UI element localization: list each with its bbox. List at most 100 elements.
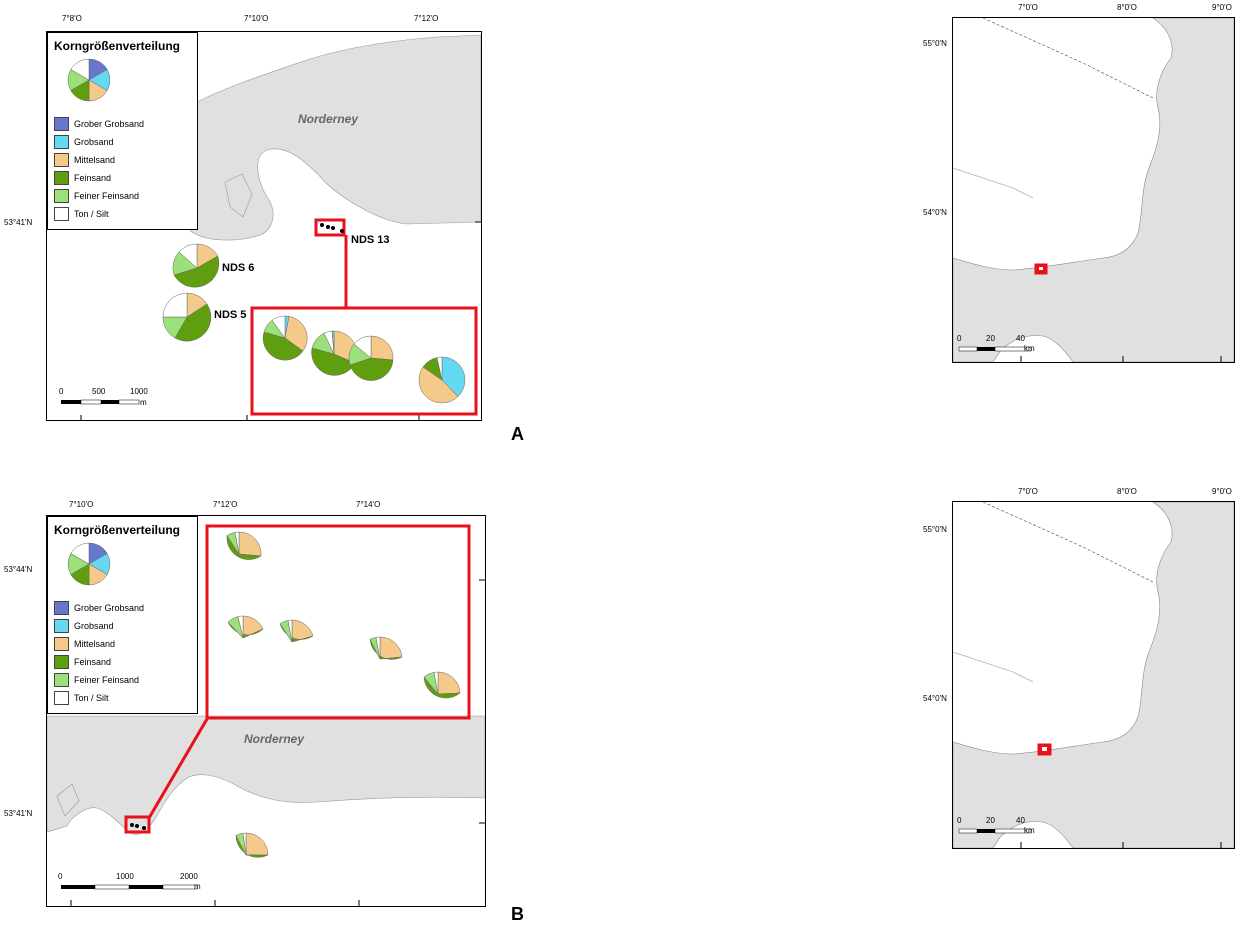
map-a-svg — [61, 34, 481, 420]
pie-zoom-b1 — [226, 531, 262, 560]
legend-item: Feinsand — [54, 655, 111, 669]
scale-label: 0 — [957, 334, 962, 343]
scale-label: 0 — [59, 387, 64, 396]
legend-b: Korngrößenverteilung Grober Grobsand Gro… — [47, 516, 198, 714]
island-label: Norderney — [298, 112, 359, 126]
legend-label: Feinsand — [74, 173, 112, 183]
pie-zoom-4 — [418, 356, 466, 404]
legend-item: Ton / Silt — [54, 207, 109, 221]
legend-swatch — [54, 619, 69, 633]
legend-item: Grobsand — [54, 619, 114, 633]
legend-title: Korngrößenverteilung — [54, 39, 181, 53]
legend-pie-icon — [67, 542, 111, 586]
legend-item: Feinsand — [54, 171, 111, 185]
pie-zoom-1 — [262, 315, 308, 361]
legend-label: Grober Grobsand — [74, 603, 145, 613]
top-tick: 7°8'O — [62, 14, 82, 23]
left-tick: 53°41'N — [4, 218, 33, 227]
top-tick: 8°0'O — [1117, 3, 1137, 12]
legend-label: Ton / Silt — [74, 693, 109, 703]
legend-item: Grober Grobsand — [54, 117, 144, 131]
overview-svg-2 — [953, 502, 1234, 848]
left-tick: 53°44'N — [4, 565, 33, 574]
legend-swatch — [54, 601, 69, 615]
top-tick: 8°0'O — [1117, 487, 1137, 496]
legend-label: Mittelsand — [74, 639, 116, 649]
scale-unit: m — [140, 398, 147, 407]
island-islet — [224, 173, 253, 218]
legend-swatch — [54, 655, 69, 669]
top-tick: 9°0'O — [1212, 487, 1232, 496]
top-tick: 7°0'O — [1018, 487, 1038, 496]
scale-unit: km — [1024, 344, 1035, 353]
left-tick: 54°0'N — [923, 208, 947, 217]
legend-title: Korngrößenverteilung — [54, 523, 181, 537]
top-tick: 7°12'O — [213, 500, 238, 509]
pie-zoom-b5 — [423, 671, 461, 699]
scale-label: 0 — [957, 816, 962, 825]
legend-item: Feiner Feinsand — [54, 673, 139, 687]
scale-label: 40 — [1016, 334, 1025, 343]
top-tick: 7°10'O — [244, 14, 269, 23]
legend-swatch — [54, 135, 69, 149]
legend-swatch — [54, 117, 69, 131]
scale-label: 0 — [58, 872, 63, 881]
top-tick: 7°14'O — [356, 500, 381, 509]
station-label-nds5: NDS 5 — [214, 309, 247, 321]
map-b-svg — [47, 524, 485, 906]
scale-label: 40 — [1016, 816, 1025, 825]
legend-swatch — [54, 171, 69, 185]
pie-nds6 — [172, 243, 220, 288]
overview-frame-2 — [952, 501, 1235, 849]
nds13-highlight-box — [314, 218, 346, 237]
legend-swatch — [54, 637, 69, 651]
top-tick: 7°0'O — [1018, 3, 1038, 12]
zoom-box-a — [250, 306, 478, 416]
legend-item: Ton / Silt — [54, 691, 109, 705]
scale-label: 1000 — [130, 387, 148, 396]
left-tick: 55°0'N — [923, 525, 947, 534]
legend-label: Ton / Silt — [74, 209, 109, 219]
legend-label: Grober Grobsand — [74, 119, 145, 129]
map-frame-a — [46, 31, 482, 421]
legend-label: Feiner Feinsand — [74, 191, 140, 201]
zoom-box-b — [205, 524, 471, 720]
mainland-coast — [953, 18, 1234, 362]
overview-frame-1 — [952, 17, 1235, 363]
legend-swatch — [54, 673, 69, 687]
legend-label: Feinsand — [74, 657, 112, 667]
left-tick: 54°0'N — [923, 694, 947, 703]
legend-swatch — [54, 207, 69, 221]
top-tick: 9°0'O — [1212, 3, 1232, 12]
legend-label: Mittelsand — [74, 155, 116, 165]
island-label: Norderney — [244, 732, 305, 746]
legend-swatch — [54, 153, 69, 167]
top-tick: 7°10'O — [69, 500, 94, 509]
legend-pie-icon — [67, 58, 111, 102]
left-tick: 53°41'N — [4, 809, 33, 818]
panel-letter-a: A — [511, 424, 524, 444]
scale-label: 20 — [986, 334, 995, 343]
norderney-island — [156, 34, 481, 241]
legend-swatch — [54, 691, 69, 705]
legend-item: Feiner Feinsand — [54, 189, 139, 203]
legend-swatch — [54, 189, 69, 203]
pie-zoom-b3 — [279, 619, 314, 643]
scale-label: 20 — [986, 816, 995, 825]
pie-zoom-3 — [348, 335, 394, 381]
legend-item: Mittelsand — [54, 637, 115, 651]
pie-station-b — [235, 832, 269, 858]
scale-label: 500 — [92, 387, 106, 396]
legend-item: Grobsand — [54, 135, 114, 149]
pie-zoom-b2 — [227, 615, 264, 639]
station-label-nds6: NDS 6 — [222, 262, 255, 274]
panel-letter-b: B — [511, 904, 524, 924]
station-highlight-box — [124, 815, 151, 834]
legend-item: Grober Grobsand — [54, 601, 144, 615]
pie-zoom-b4 — [369, 636, 403, 660]
mainland-coast — [953, 502, 1234, 848]
overview-svg-1 — [953, 18, 1234, 362]
legend-item: Mittelsand — [54, 153, 115, 167]
legend-a: Korngrößenverteilung Grober Grobsand Gro… — [47, 32, 198, 230]
station-label-nds13: NDS 13 — [351, 234, 390, 246]
